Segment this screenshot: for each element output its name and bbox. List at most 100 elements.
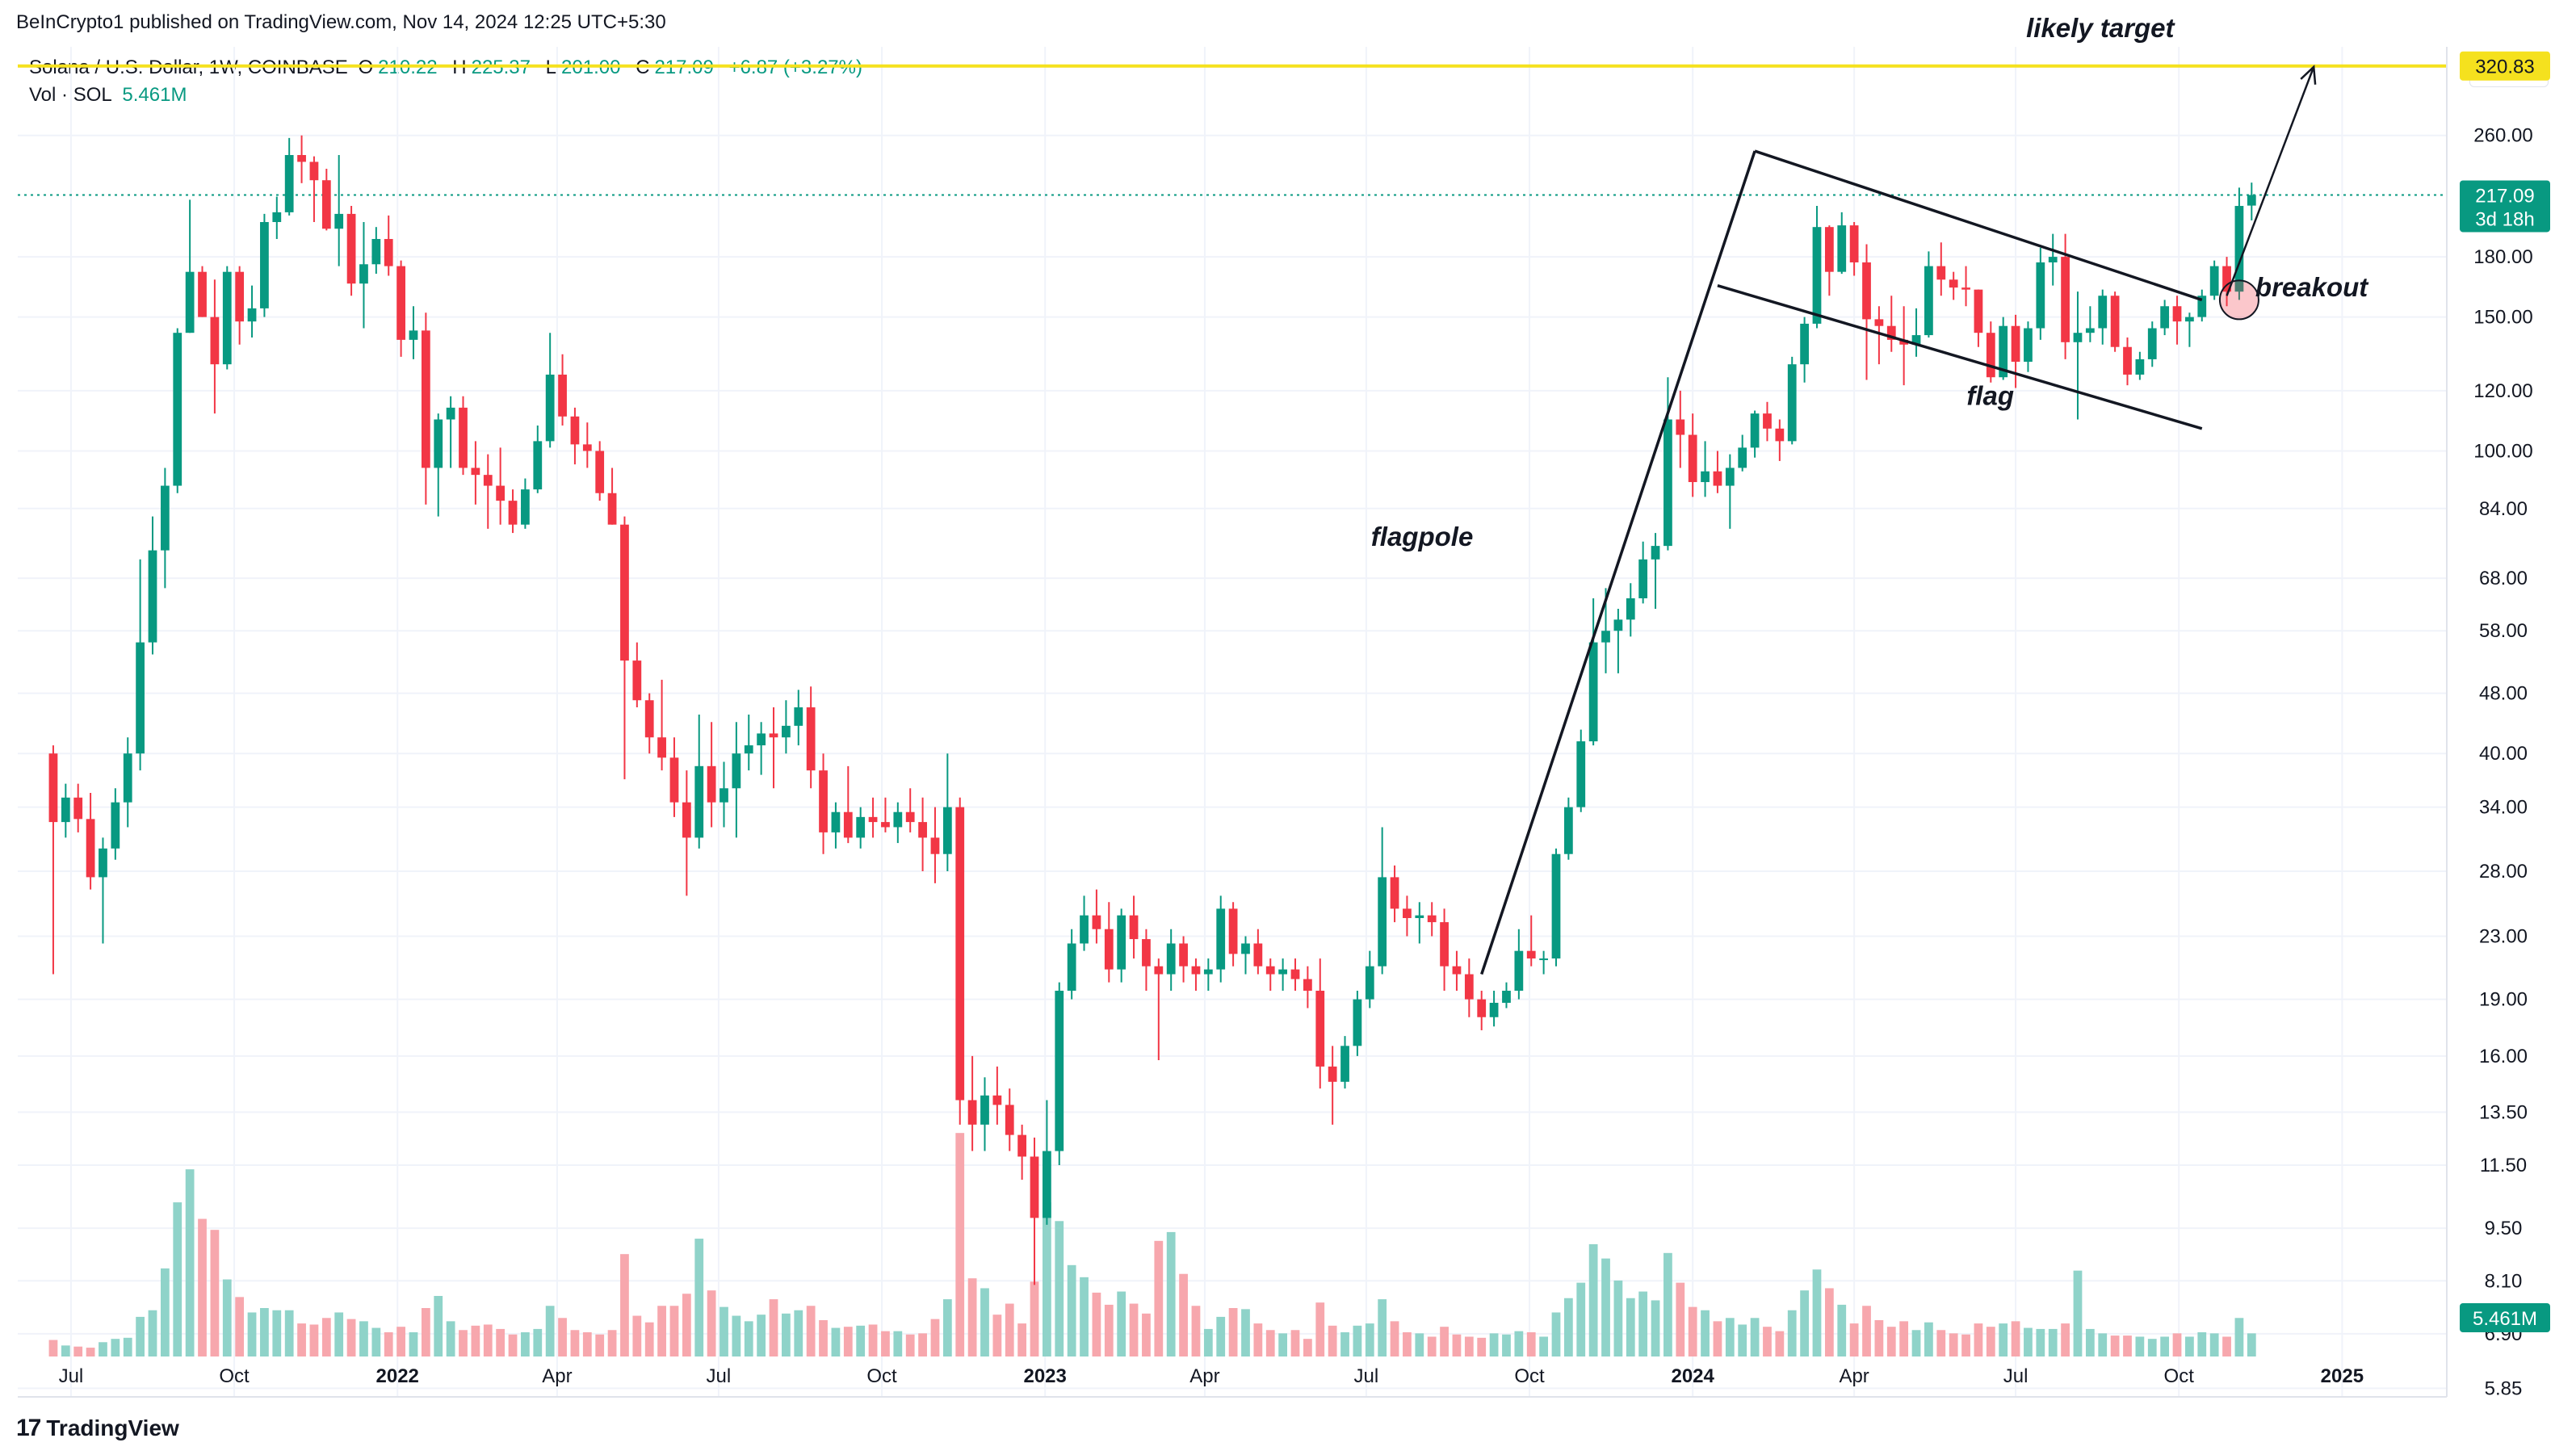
candle-body[interactable] (595, 451, 605, 493)
candle-body[interactable] (1899, 339, 1909, 345)
candle-body[interactable] (222, 271, 232, 365)
candle-body[interactable] (1663, 419, 1672, 547)
candle-body[interactable] (819, 770, 828, 832)
candle-body[interactable] (247, 308, 257, 322)
candle-body[interactable] (99, 848, 107, 878)
candle-body[interactable] (1166, 943, 1176, 975)
candle-body[interactable] (1986, 333, 1995, 378)
candle-body[interactable] (582, 444, 592, 451)
candle-body[interactable] (1626, 598, 1635, 620)
candle-body[interactable] (905, 811, 915, 823)
candle-body[interactable] (86, 819, 95, 878)
candle-body[interactable] (1067, 943, 1076, 992)
candle-body[interactable] (185, 271, 195, 333)
candle-body[interactable] (1055, 991, 1064, 1151)
candle-body[interactable] (2234, 206, 2244, 292)
candle-body[interactable] (346, 213, 356, 284)
candle-body[interactable] (111, 802, 120, 849)
candle-body[interactable] (2147, 328, 2157, 359)
candle-body[interactable] (321, 180, 331, 229)
candle-body[interactable] (1911, 335, 1921, 345)
candle-body[interactable] (1563, 807, 1573, 854)
candle-body[interactable] (744, 745, 753, 754)
candle-body[interactable] (1005, 1105, 1014, 1135)
candle-body[interactable] (2185, 317, 2194, 322)
candle-body[interactable] (856, 816, 866, 838)
candle-body[interactable] (508, 501, 518, 525)
candle-body[interactable] (1750, 413, 1760, 448)
candle-body[interactable] (1278, 969, 1288, 975)
candle-body[interactable] (843, 811, 853, 838)
candle-body[interactable] (644, 700, 654, 738)
candle-body[interactable] (421, 330, 430, 468)
candle-body[interactable] (769, 733, 778, 738)
candle-body[interactable] (1676, 419, 1685, 435)
candle-body[interactable] (1353, 999, 1362, 1046)
candle-body[interactable] (297, 155, 306, 162)
candle-body[interactable] (409, 330, 418, 340)
candle-body[interactable] (669, 757, 679, 803)
candle-body[interactable] (1576, 741, 1586, 807)
candle-body[interactable] (359, 264, 368, 284)
candle-body[interactable] (1849, 225, 1859, 262)
candle-body[interactable] (1104, 929, 1114, 970)
candle-body[interactable] (1265, 966, 1275, 975)
candle-body[interactable] (794, 707, 803, 726)
candle-body[interactable] (1787, 364, 1797, 442)
candle-body[interactable] (48, 753, 58, 823)
candle-body[interactable] (1551, 853, 1561, 959)
candle-body[interactable] (136, 642, 145, 754)
candle-body[interactable] (2160, 306, 2170, 329)
candle-body[interactable] (1017, 1134, 1027, 1157)
candle-body[interactable] (992, 1095, 1002, 1105)
candle-body[interactable] (1415, 915, 1424, 919)
candle-body[interactable] (1701, 471, 1710, 483)
candle-body[interactable] (483, 475, 493, 486)
candle-body[interactable] (570, 416, 580, 445)
candle-body[interactable] (1812, 227, 1822, 324)
candle-body[interactable] (148, 550, 157, 643)
candle-body[interactable] (1725, 468, 1735, 486)
candle-body[interactable] (1936, 266, 1946, 280)
candle-body[interactable] (1837, 225, 1847, 272)
candle-body[interactable] (1030, 1156, 1039, 1218)
candle-body[interactable] (1378, 877, 1387, 967)
candle-body[interactable] (720, 788, 728, 803)
candle-body[interactable] (533, 441, 543, 490)
candle-body[interactable] (757, 733, 766, 746)
candle-body[interactable] (2085, 328, 2095, 333)
candle-body[interactable] (1290, 969, 1300, 979)
candle-body[interactable] (1080, 915, 1089, 944)
candle-body[interactable] (1651, 546, 1660, 560)
candle-body[interactable] (732, 753, 741, 789)
candle-body[interactable] (384, 238, 393, 266)
candle-body[interactable] (1713, 471, 1722, 486)
candle-body[interactable] (1154, 966, 1164, 975)
candle-body[interactable] (1117, 915, 1126, 970)
candle-body[interactable] (1228, 908, 1238, 954)
candle-body[interactable] (1588, 642, 1598, 742)
candle-body[interactable] (2209, 266, 2219, 296)
candle-body[interactable] (1092, 915, 1101, 929)
trendline-2[interactable] (1717, 283, 2203, 430)
candle-body[interactable] (1179, 943, 1188, 967)
candle-body[interactable] (1203, 969, 1213, 975)
candle-body[interactable] (1638, 559, 1648, 598)
candle-body[interactable] (1365, 966, 1374, 1000)
candle-body[interactable] (1440, 922, 1449, 967)
candle-body[interactable] (1526, 950, 1536, 959)
candle-body[interactable] (309, 161, 319, 181)
candle-body[interactable] (893, 811, 903, 828)
candle-body[interactable] (782, 725, 791, 738)
candle-body[interactable] (632, 660, 642, 701)
candle-body[interactable] (1974, 289, 1983, 333)
trendline-0[interactable] (1480, 150, 1756, 975)
candle-body[interactable] (2110, 296, 2120, 347)
candle-body[interactable] (1129, 915, 1139, 940)
candle-body[interactable] (2222, 266, 2231, 292)
candle-body[interactable] (1613, 619, 1623, 631)
candle-body[interactable] (434, 419, 443, 468)
candle-body[interactable] (334, 213, 344, 229)
candle-body[interactable] (173, 333, 183, 486)
